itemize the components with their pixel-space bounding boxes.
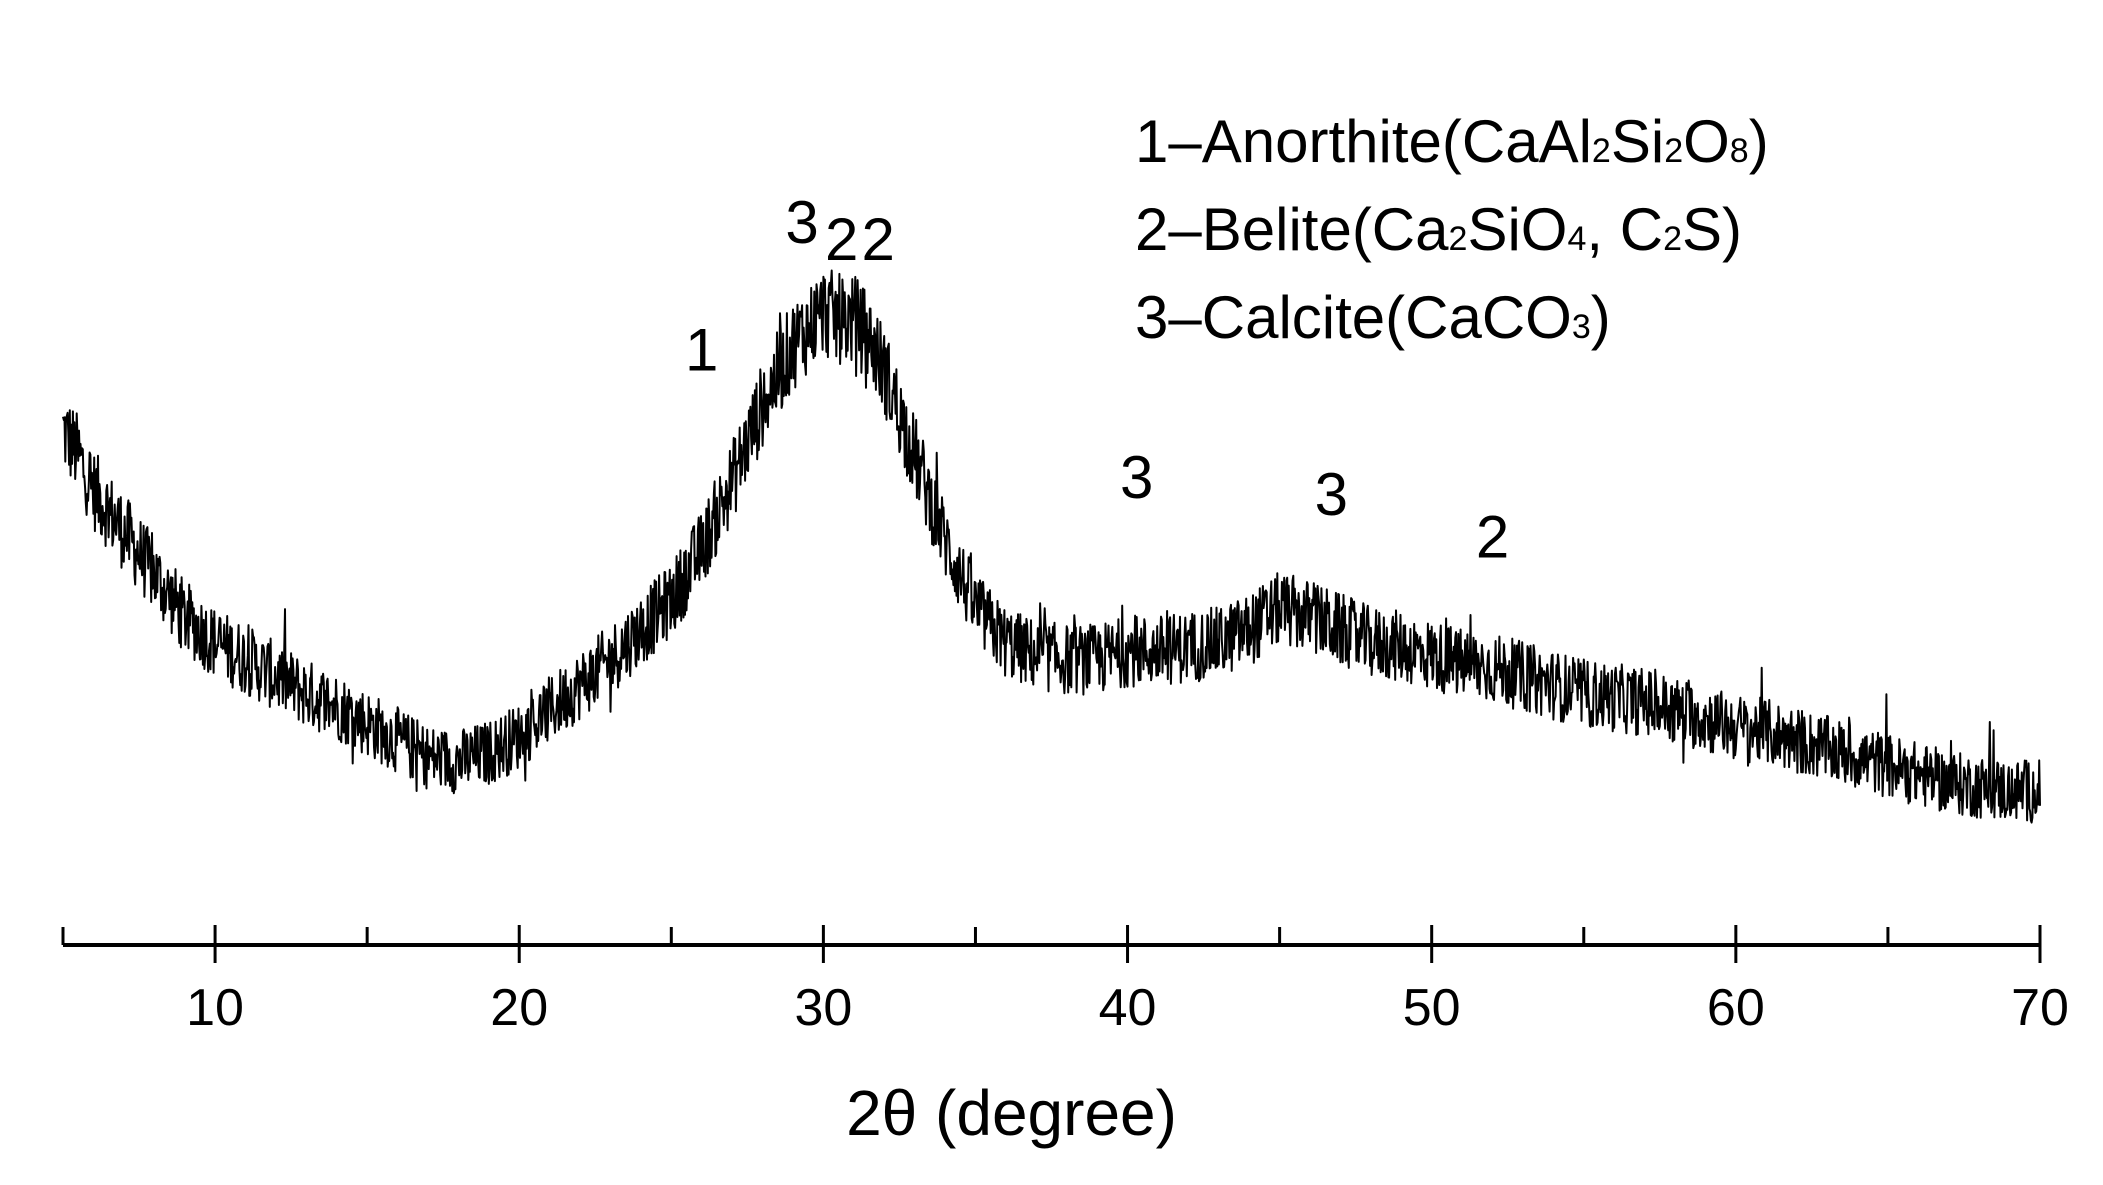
diffraction-series-line — [62, 269, 2041, 824]
peak-label: 2 — [861, 206, 894, 273]
x-axis-title: 2θ (degree) — [846, 1077, 1177, 1149]
peak-label: 3 — [785, 189, 818, 256]
plot-area — [62, 269, 2041, 824]
x-tick-label: 70 — [2011, 979, 2069, 1037]
x-axis: 10 20 30 40 50 60 70 — [61, 925, 2069, 1037]
x-tick-label: 40 — [1099, 979, 1157, 1037]
legend-entry: 1–Anorthite(CaAl2Si2O8) — [1135, 108, 1769, 175]
x-tick-label: 30 — [794, 979, 852, 1037]
legend-entry: 3–Calcite(CaCO3) — [1135, 284, 1611, 351]
legend: 1–Anorthite(CaAl2Si2O8) 2–Belite(Ca2SiO4,… — [1135, 108, 1769, 351]
x-tick-label: 10 — [186, 979, 244, 1037]
legend-entry: 2–Belite(Ca2SiO4, C2S) — [1135, 196, 1742, 263]
x-tick-label: 20 — [490, 979, 548, 1037]
peak-labels: 13 2 23 32 — [685, 189, 1509, 571]
peak-label: 3 — [1120, 444, 1153, 511]
peak-label: 2 — [825, 206, 858, 273]
x-tick-label: 50 — [1403, 979, 1461, 1037]
x-tick-label: 60 — [1707, 979, 1765, 1037]
peak-label: 3 — [1315, 461, 1348, 528]
peak-label: 1 — [685, 317, 718, 384]
peak-label: 2 — [1476, 504, 1509, 571]
